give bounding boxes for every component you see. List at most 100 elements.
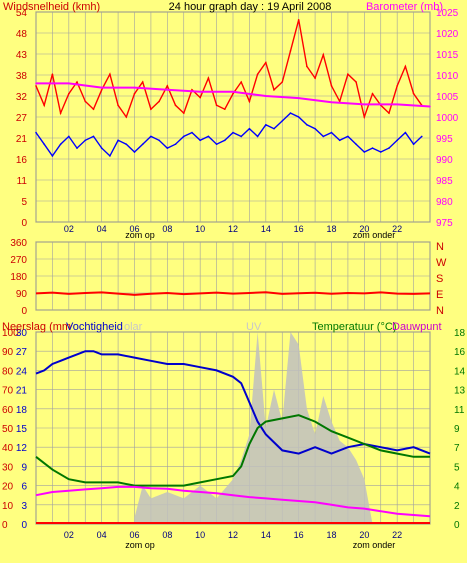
chart1-data-point bbox=[182, 112, 185, 114]
chart1-data-point bbox=[117, 104, 119, 107]
chart1-data-point bbox=[412, 92, 415, 95]
chart3-temperatuur-label: Temperatuur (°C) bbox=[312, 321, 396, 333]
chart1-data-point bbox=[125, 116, 128, 118]
chart1-left-tick-label: 0 bbox=[21, 218, 27, 229]
chart3-left-tick-label-neerslag: 0 bbox=[2, 520, 8, 531]
chart1-data-point bbox=[100, 147, 103, 149]
chart1-sunrise-annotation: zom op bbox=[125, 230, 155, 240]
chart3-left-tick-label-vochtigheid: 12 bbox=[16, 443, 28, 454]
chart1-right-tick-label: 985 bbox=[436, 176, 453, 187]
chart2-left-tick-label: 360 bbox=[10, 238, 27, 249]
chart2-series-line-0 bbox=[35, 291, 431, 296]
chart1-data-point bbox=[215, 104, 218, 107]
chart3-x-tick-label: 18 bbox=[326, 530, 336, 540]
chart1-data-point bbox=[396, 85, 398, 87]
chart3-x-tick-label: 20 bbox=[359, 530, 369, 540]
chart3-solar-area bbox=[134, 332, 373, 524]
chart1-right-tick-label: 980 bbox=[436, 197, 453, 208]
chart1-title: 24 hour graph day : 19 April 2008 bbox=[169, 1, 332, 13]
chart3-left-tick-label-neerslag: 60 bbox=[2, 405, 14, 416]
chart1-left-tick-label: 11 bbox=[17, 176, 28, 187]
chart1-data-point bbox=[347, 135, 349, 138]
chart3-left-tick-label-vochtigheid: 18 bbox=[16, 405, 28, 416]
chart1-data-point bbox=[125, 143, 128, 146]
chart3-solar-label: olar bbox=[124, 321, 143, 333]
chart3-left-tick-label-vochtigheid: 24 bbox=[16, 366, 28, 377]
chart3-left-tick-label-vochtigheid: 27 bbox=[16, 347, 28, 358]
chart1-data-point bbox=[420, 135, 423, 138]
chart1-data-point bbox=[43, 104, 46, 107]
chart1-x-tick-label: 10 bbox=[195, 224, 205, 234]
chart3-neerslag-label: Neerslag (mm bbox=[2, 321, 71, 333]
chart1-x-tick-label: 12 bbox=[228, 224, 238, 234]
chart1-data-point bbox=[240, 135, 243, 138]
chart3-x-tick-label: 12 bbox=[228, 530, 238, 540]
chart1-data-point bbox=[371, 92, 374, 95]
chart1-data-point bbox=[306, 65, 308, 68]
chart1-data-point bbox=[100, 88, 103, 91]
tick-labels-layer: 5448433832272116115010251020101510101005… bbox=[2, 8, 466, 540]
chart3-dauwpunt-label: Dauwpunt bbox=[392, 321, 442, 333]
chart3-vochtigheid-label: Vochtigheid bbox=[66, 321, 123, 333]
chart1-left-tick-label: 43 bbox=[16, 50, 28, 61]
chart1-data-point bbox=[166, 88, 169, 91]
chart1-data-point bbox=[158, 100, 160, 103]
chart1-data-point bbox=[306, 123, 308, 126]
chart1-data-point bbox=[273, 88, 275, 91]
chart1-data-point bbox=[150, 135, 152, 138]
chart1-right-tick-label: 1010 bbox=[436, 71, 459, 82]
chart1-data-point bbox=[412, 143, 415, 146]
chart1-data-point bbox=[199, 91, 201, 93]
chart1-x-tick-label: 16 bbox=[294, 224, 304, 234]
chart1-data-point bbox=[330, 85, 333, 87]
chart1-data-point bbox=[166, 85, 169, 87]
chart1-data-point bbox=[223, 108, 226, 111]
chart1-x-tick-label: 08 bbox=[162, 224, 172, 234]
chart1-data-point bbox=[215, 143, 218, 146]
chart1-data-point bbox=[355, 81, 357, 83]
chart2-left-tick-label: 270 bbox=[10, 255, 27, 266]
chart3-left-tick-label-neerslag: 70 bbox=[2, 386, 14, 397]
chart1-data-point bbox=[51, 73, 54, 76]
chart3-right-tick-label: 0 bbox=[454, 520, 460, 531]
chart3-series-line-0 bbox=[35, 350, 431, 455]
chart1-data-point bbox=[199, 139, 201, 142]
direction-letter-n-bottom: N bbox=[436, 305, 444, 317]
chart1-left-tick-label: 48 bbox=[16, 29, 28, 40]
chart3-right-tick-label: 9 bbox=[454, 424, 460, 435]
chart1-data-point bbox=[388, 112, 390, 114]
series-lines-layer bbox=[35, 18, 431, 524]
chart1-data-point bbox=[232, 131, 234, 134]
chart3-right-tick-label: 7 bbox=[454, 443, 460, 454]
chart1-data-point bbox=[265, 61, 267, 64]
chart1-data-point bbox=[355, 143, 357, 146]
chart1-data-point bbox=[363, 103, 366, 106]
chart3-right-tick-label: 5 bbox=[454, 462, 460, 473]
chart1-data-point bbox=[59, 143, 62, 146]
chart1-x-tick-label: 14 bbox=[261, 224, 271, 234]
direction-letter-s: S bbox=[436, 273, 443, 285]
chart1-right-tick-label: 1005 bbox=[436, 92, 459, 103]
chart1-data-point bbox=[68, 92, 70, 95]
chart3-left-tick-label-neerslag: 30 bbox=[2, 462, 14, 473]
chart3-right-tick-label: 4 bbox=[454, 482, 460, 493]
chart3-right-tick-label: 18 bbox=[454, 328, 466, 339]
chart3-x-tick-label: 08 bbox=[162, 530, 172, 540]
chart1-data-point bbox=[76, 147, 78, 149]
chart3-right-tick-label: 14 bbox=[454, 366, 466, 377]
chart1-data-point bbox=[35, 131, 37, 134]
chart1-left-tick-label: 27 bbox=[16, 113, 28, 124]
chart1-right-tick-label: 1000 bbox=[436, 113, 459, 124]
chart1-data-point bbox=[150, 108, 152, 111]
chart3-x-tick-label: 14 bbox=[261, 530, 271, 540]
chart1-data-point bbox=[396, 103, 398, 106]
chart1-data-point bbox=[166, 147, 169, 149]
chart1-data-point bbox=[133, 151, 136, 153]
chart1-x-tick-label: 18 bbox=[326, 224, 336, 234]
chart3-left-tick-label-vochtigheid: 15 bbox=[16, 424, 28, 435]
chart3-left-tick-label-neerslag: 80 bbox=[2, 366, 14, 377]
chart1-data-point bbox=[248, 127, 251, 130]
chart1-series-line-1 bbox=[35, 112, 423, 158]
chart3-right-tick-label: 2 bbox=[454, 501, 460, 512]
chart3-x-tick-label: 10 bbox=[195, 530, 205, 540]
